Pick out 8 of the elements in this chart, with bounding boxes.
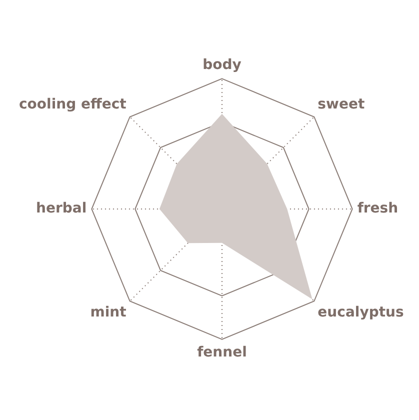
spoke-label: mint: [90, 304, 127, 321]
spoke-label: fresh: [357, 200, 398, 217]
spoke-label: body: [202, 56, 242, 73]
spoke-label: herbal: [36, 200, 87, 217]
spoke-label: cooling effect: [18, 96, 127, 113]
spoke-label: eucalyptus: [318, 304, 404, 321]
spoke-label: sweet: [318, 96, 365, 113]
spoke-label: fennel: [197, 344, 247, 360]
